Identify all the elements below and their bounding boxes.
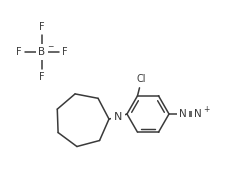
- Text: Cl: Cl: [137, 74, 146, 84]
- Text: F: F: [16, 47, 22, 57]
- Text: N: N: [114, 112, 122, 122]
- Text: −: −: [47, 43, 53, 52]
- Text: F: F: [62, 47, 68, 57]
- Text: +: +: [203, 106, 209, 114]
- Text: N: N: [179, 109, 187, 119]
- Text: F: F: [39, 22, 45, 32]
- Text: B: B: [38, 47, 46, 57]
- Text: N: N: [194, 109, 202, 119]
- Text: F: F: [39, 72, 45, 82]
